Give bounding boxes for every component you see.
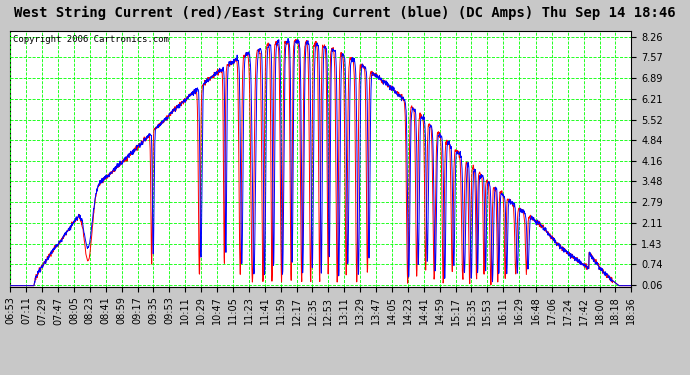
Text: Copyright 2006 Cartronics.com: Copyright 2006 Cartronics.com [14,34,169,44]
Text: West String Current (red)/East String Current (blue) (DC Amps) Thu Sep 14 18:46: West String Current (red)/East String Cu… [14,6,676,20]
